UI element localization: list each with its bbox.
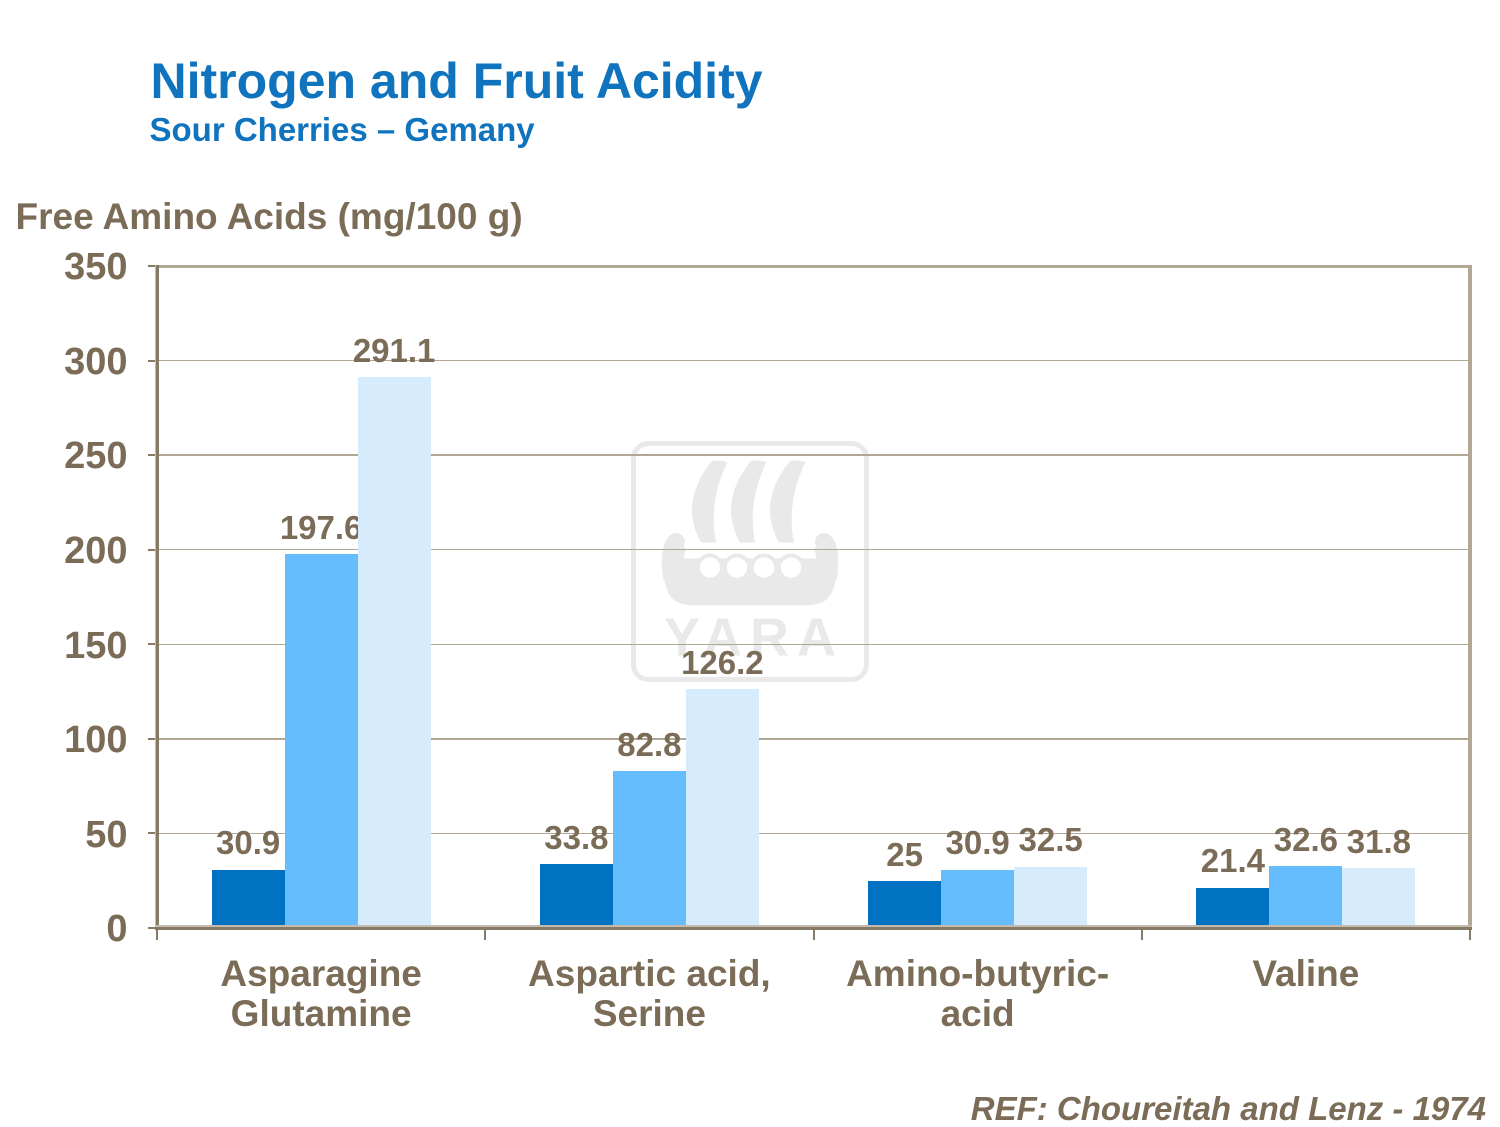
bar-s3-c1	[357, 377, 431, 928]
y-axis-tick	[148, 265, 158, 267]
x-axis-category-label-line: Serine	[592, 992, 706, 1034]
bar-value-label: 25	[886, 835, 923, 873]
bar-s3-c4	[1342, 867, 1416, 928]
gridline-300	[158, 359, 1468, 362]
bar-value-label: 82.8	[617, 726, 682, 764]
y-axis-tick	[148, 643, 158, 646]
gridline-100	[158, 738, 1468, 740]
bar-s3-c3	[1014, 866, 1088, 928]
bar-value-label: 197.6	[279, 509, 363, 547]
y-axis-tick	[148, 927, 158, 929]
y-axis-tick	[148, 737, 158, 740]
yara-logo-sails-icon	[691, 460, 806, 543]
plot-border-top	[156, 264, 1472, 268]
bar-s2-c1	[284, 554, 358, 928]
bar-s1-c4	[1196, 887, 1270, 928]
y-axis-tick	[148, 548, 158, 551]
gridline-250	[158, 454, 1468, 456]
y-axis-tick-label: 300	[64, 340, 128, 383]
bar-value-label: 30.9	[216, 824, 281, 862]
bar-value-label: 32.5	[1018, 821, 1083, 859]
x-axis-line	[154, 926, 1472, 930]
bar-s1-c1	[211, 869, 285, 928]
bar-value-label: 21.4	[1200, 842, 1265, 880]
bar-s2-c3	[941, 869, 1015, 928]
bar-s1-c3	[868, 880, 942, 928]
x-axis-tick	[156, 929, 158, 940]
x-axis-highlight	[154, 925, 1472, 927]
gridline-200	[158, 548, 1468, 551]
y-axis-tick-label: 200	[64, 530, 128, 572]
y-axis-title: Free Amino Acids (mg/100 g)	[15, 196, 523, 237]
gridline-50	[158, 832, 1468, 835]
x-axis-category-label-line: Valine	[1252, 952, 1360, 994]
y-axis-tick-label: 250	[64, 435, 128, 478]
x-axis-tick	[1140, 929, 1143, 940]
x-axis-category-label-line: Amino-butyric-	[846, 952, 1110, 994]
bar-value-label: 126.2	[681, 644, 764, 682]
y-axis-tick-label: 100	[64, 719, 128, 762]
bar-s2-c4	[1269, 866, 1343, 928]
yara-logo-hull-icon	[661, 533, 839, 606]
x-axis-category-label-line: acid	[940, 992, 1015, 1034]
bar-value-label: 33.8	[544, 818, 609, 856]
bar-s2-c2	[612, 771, 686, 928]
y-axis-tick	[148, 832, 158, 835]
bar-value-label: 32.6	[1273, 821, 1338, 859]
x-axis-category-label-line: Asparagine	[220, 952, 422, 994]
yara-logo-watermark: YARA	[631, 441, 869, 682]
x-axis-category-label-1: Asparagine Glutamine	[220, 952, 422, 1034]
y-axis-tick	[148, 454, 158, 457]
x-axis-category-label-line: Aspartic acid,	[528, 952, 771, 994]
y-axis-tick-label: 50	[85, 813, 128, 856]
gridline-150	[158, 643, 1468, 646]
yara-logo-text: YARA	[664, 608, 844, 668]
x-axis-tick	[1469, 929, 1471, 940]
y-axis-line	[156, 264, 159, 930]
y-axis-highlight	[154, 264, 156, 930]
x-axis-category-label-3: Amino-butyric-acid	[846, 952, 1110, 1034]
bar-value-label: 31.8	[1346, 822, 1411, 860]
bar-s1-c2	[539, 864, 613, 928]
slide-title: Nitrogen and Fruit Acidity	[150, 52, 763, 109]
yara-logo-frame	[631, 441, 869, 682]
x-axis-tick	[484, 929, 487, 940]
slide-subtitle: Sour Cherries – Gemany	[149, 111, 535, 148]
y-axis-tick-label: 350	[64, 246, 128, 289]
x-axis-category-label-4: Valine	[1252, 952, 1360, 994]
x-axis-category-label-line: Glutamine	[230, 992, 412, 1034]
reference-text: REF: Choureitah and Lenz - 1974	[970, 1090, 1486, 1127]
bar-s3-c2	[685, 689, 759, 928]
y-axis-tick-label: 0	[106, 908, 128, 951]
bar-value-label: 291.1	[352, 332, 436, 370]
x-axis-tick	[812, 929, 815, 940]
plot-border-right	[1468, 264, 1472, 930]
bar-value-label: 30.9	[945, 824, 1010, 862]
y-axis-tick	[148, 359, 158, 362]
y-axis-tick-label: 150	[64, 624, 128, 667]
x-axis-category-label-2: Aspartic acid, Serine	[528, 952, 771, 1034]
